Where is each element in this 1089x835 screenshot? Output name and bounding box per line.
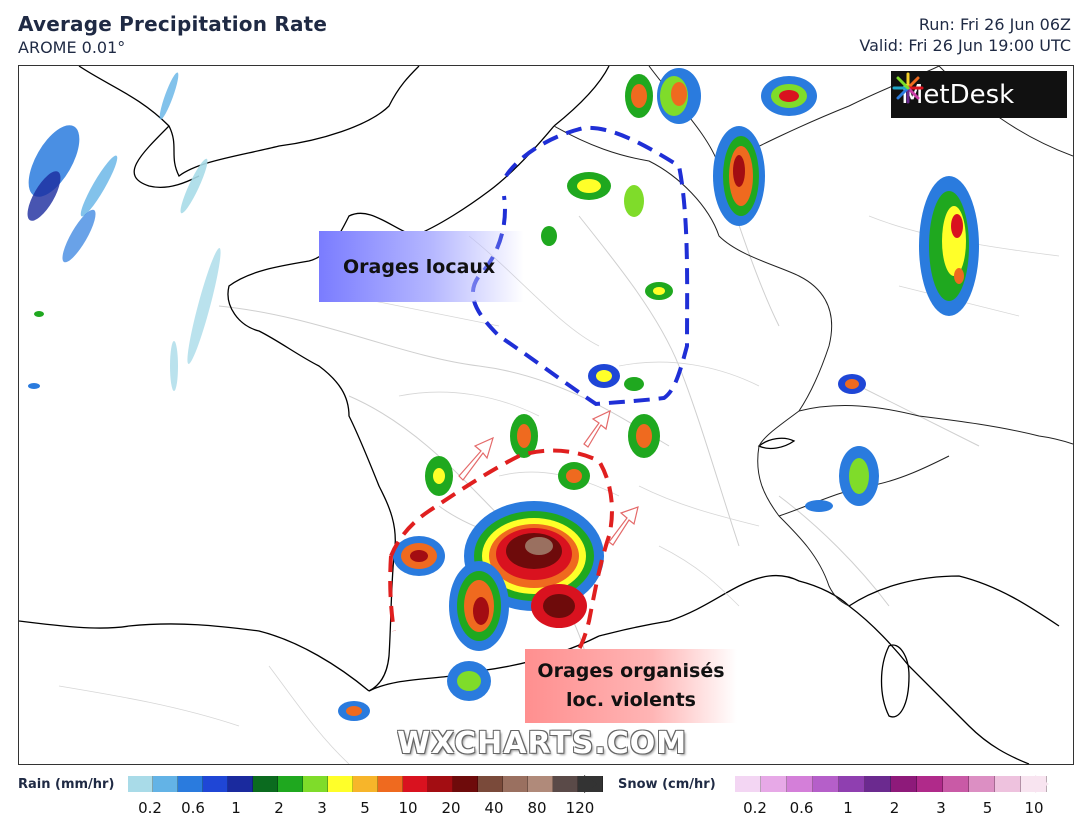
rain-legend-tick: 2 xyxy=(274,799,284,817)
snow-legend-tick: 1 xyxy=(843,799,853,817)
snow-legend-tick: 2 xyxy=(889,799,900,817)
snow-legend-tick: 10 xyxy=(1024,799,1044,817)
header-right: Run: Fri 26 Jun 06Z Valid: Fri 26 Jun 19… xyxy=(859,14,1071,56)
snow-legend-swatch xyxy=(969,776,995,792)
local-storms-label: Orages locaux xyxy=(319,231,524,302)
run-time: Run: Fri 26 Jun 06Z xyxy=(918,15,1071,34)
rain-legend-tick: 40 xyxy=(484,799,504,817)
chart-title: Average Precipitation Rate xyxy=(18,12,328,36)
snow-legend-swatch xyxy=(891,776,917,792)
snow-legend-tick: 3 xyxy=(936,799,946,817)
rain-legend-tick: 1 xyxy=(231,799,241,817)
snow-ticks: 0.2 0.6 1 2 3 5 10 xyxy=(618,799,1078,819)
precipitation-map: MetDesk Orages locaux Orages organisés l… xyxy=(18,65,1074,765)
logo-text: MetDesk xyxy=(901,79,1015,110)
rain-legend-tick: 0.6 xyxy=(181,799,205,817)
rain-legend-arrow xyxy=(584,775,598,793)
rain-legend: Rain (mm/hr) 0.2 0.6 1 2 3 5 10 20 40 80 120 xyxy=(18,772,608,822)
map-canvas xyxy=(19,66,1073,764)
snow-legend-title: Snow (cm/hr) xyxy=(618,777,716,792)
organised-storms-line2: loc. violents xyxy=(566,689,696,711)
rain-legend-swatch xyxy=(203,776,228,792)
rain-legend-swatch xyxy=(303,776,328,792)
rain-legend-swatch xyxy=(503,776,528,792)
rain-legend-swatch xyxy=(528,776,553,792)
rain-legend-swatch xyxy=(153,776,178,792)
country-borders xyxy=(553,66,1073,607)
organised-storms-outline xyxy=(388,448,614,658)
rain-legend-swatch xyxy=(478,776,503,792)
rain-legend-swatch xyxy=(178,776,203,792)
snow-legend-swatch xyxy=(865,776,891,792)
rain-legend-swatch xyxy=(228,776,253,792)
rain-legend-swatch xyxy=(128,776,153,792)
rain-legend-swatch xyxy=(353,776,378,792)
rain-legend-tick: 120 xyxy=(565,799,595,817)
rain-legend-swatch xyxy=(278,776,303,792)
rain-legend-tick: 80 xyxy=(527,799,547,817)
rain-legend-swatch xyxy=(253,776,278,792)
organised-storms-line1: Orages organisés xyxy=(537,660,725,682)
snow-legend-tick: 5 xyxy=(982,799,993,817)
snow-legend-swatch xyxy=(787,776,813,792)
snow-legend-tick: 0.2 xyxy=(743,799,767,817)
snow-legend-swatch xyxy=(839,776,865,792)
precip-southwest xyxy=(338,414,660,721)
metdesk-burst-icon xyxy=(892,72,924,104)
rain-legend-title: Rain (mm/hr) xyxy=(18,777,115,792)
valid-time: Valid: Fri 26 Jun 19:00 UTC xyxy=(859,36,1071,55)
local-storms-outline xyxy=(471,125,690,407)
rain-legend-tick: 10 xyxy=(398,799,418,817)
snow-legend-swatch xyxy=(813,776,839,792)
snow-legend-swatch xyxy=(735,776,761,792)
snow-legend-swatch xyxy=(917,776,943,792)
rain-color-bar xyxy=(128,776,603,792)
rain-legend-tick: 0.2 xyxy=(138,799,162,817)
snow-legend-tick: 0.6 xyxy=(789,799,814,817)
rain-ticks: 0.2 0.6 1 2 3 5 10 20 40 80 120 xyxy=(18,799,608,819)
snow-legend-swatch xyxy=(995,776,1021,792)
model-name: AROME 0.01° xyxy=(18,38,126,57)
rain-legend-swatch xyxy=(553,776,578,792)
rain-legend-swatch xyxy=(378,776,403,792)
rain-legend-swatch xyxy=(328,776,353,792)
snow-legend-swatch xyxy=(943,776,969,792)
metdesk-logo: MetDesk xyxy=(891,71,1067,118)
rain-legend-swatch xyxy=(403,776,428,792)
watermark: WXCHARTS.COM xyxy=(397,726,688,761)
snow-legend-swatch xyxy=(761,776,787,792)
snow-legend: Snow (cm/hr) 0.2 0.6 1 2 3 5 10 xyxy=(618,772,1078,822)
movement-arrows xyxy=(458,409,639,546)
header-left: Average Precipitation Rate AROME 0.01° xyxy=(18,12,327,57)
organised-storms-label: Orages organisés loc. violents xyxy=(525,649,737,723)
snow-legend-arrow xyxy=(1035,775,1049,793)
rain-legend-tick: 5 xyxy=(360,799,370,817)
local-storms-text: Orages locaux xyxy=(343,255,496,278)
snow-color-bar xyxy=(735,776,1047,792)
precip-atlantic xyxy=(27,72,221,391)
rain-legend-swatch xyxy=(428,776,453,792)
precip-north xyxy=(541,68,979,512)
rain-legend-tick: 20 xyxy=(441,799,461,817)
rain-legend-tick: 3 xyxy=(317,799,327,817)
rain-legend-swatch xyxy=(453,776,478,792)
